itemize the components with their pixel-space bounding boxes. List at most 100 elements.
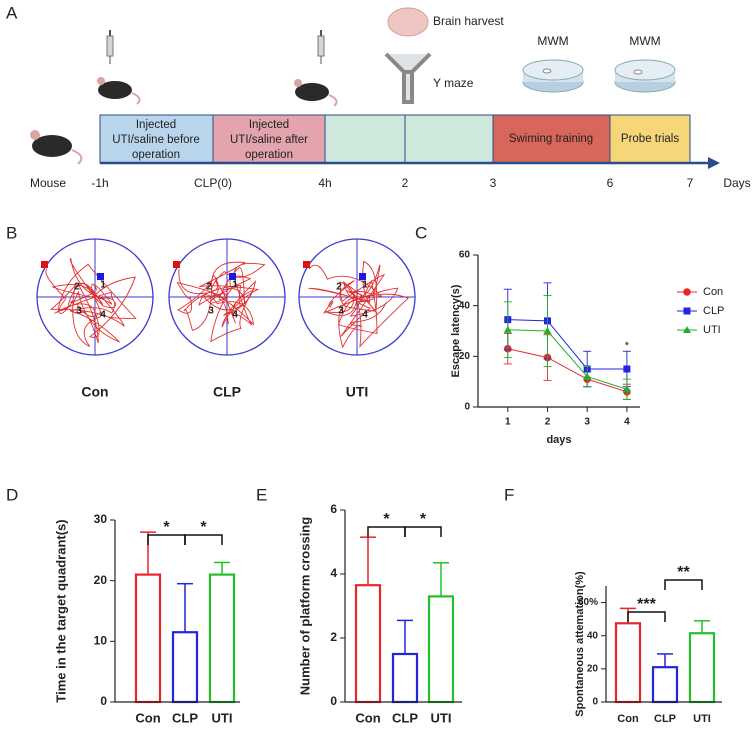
significance-bracket <box>147 534 186 545</box>
box-label: Swiming training <box>509 133 593 145</box>
x-tick-label: Con <box>617 713 639 725</box>
ymaze-icon <box>384 52 432 104</box>
y-axis-label: Number of platform crossing <box>297 517 312 695</box>
box-label: operation <box>245 149 293 161</box>
point <box>623 365 631 373</box>
series-line <box>507 319 627 370</box>
x-tick-label: CLP <box>654 713 676 725</box>
y-tick-label: 20 <box>459 351 471 362</box>
quadrant-label: 1 <box>100 280 106 291</box>
significance-bracket <box>627 611 666 622</box>
swim-trace <box>308 260 409 349</box>
timeline-box <box>324 114 406 164</box>
quadrant-label: 4 <box>100 310 106 321</box>
bar <box>208 573 236 704</box>
significance-bracket <box>664 579 703 590</box>
y-tick-label: 4 <box>330 566 337 580</box>
timeline-box <box>99 114 214 164</box>
y-axis-label: Time in the target quadrant(s) <box>53 519 68 702</box>
y-tick-label: 0 <box>464 402 470 413</box>
group-label: UTI <box>346 384 369 400</box>
quadrant-label: 2 <box>206 282 212 293</box>
y-tick-label: 20 <box>587 663 599 674</box>
significance-bracket <box>404 526 442 537</box>
y-tick-label: 60 <box>459 250 471 261</box>
subject-label: Mouse <box>30 176 66 190</box>
group-label: Con <box>81 384 108 400</box>
timeline-arrow <box>708 157 720 169</box>
y-tick-label: 60% <box>578 597 598 608</box>
significance: * <box>383 511 390 528</box>
box-label: operation <box>132 149 180 161</box>
significance: * <box>200 519 207 536</box>
y-tick-label: 40 <box>587 630 599 641</box>
series-line <box>507 329 628 390</box>
quadrant-label: 4 <box>232 310 238 321</box>
significance-bracket <box>367 526 406 537</box>
test-label: MWM <box>537 34 568 48</box>
panel-label: D <box>6 485 18 504</box>
point <box>503 325 512 333</box>
box-label: UTI/saline before <box>112 134 200 146</box>
y-tick-label: 0 <box>592 697 598 708</box>
x-tick-label: CLP <box>392 710 418 725</box>
bar <box>171 631 199 704</box>
platform-marker <box>359 273 366 280</box>
start-marker <box>303 261 310 268</box>
mouse-icon <box>294 79 338 107</box>
significance: ** <box>677 564 690 581</box>
maze-panel: 1 2 3 4 Con 1 2 3 4 CLP 1 2 3 4 UTI <box>36 238 416 400</box>
y-tick-label: 0 <box>100 694 107 708</box>
bar <box>354 584 382 704</box>
legend-marker <box>683 307 691 315</box>
quadrant-label: 2 <box>336 282 342 293</box>
quadrant-label: 3 <box>208 306 214 317</box>
box-label: UTI/saline after <box>230 134 308 146</box>
significance: * <box>625 340 630 352</box>
legend-marker <box>683 288 691 296</box>
significance: * <box>420 511 427 528</box>
pool-icon <box>614 59 676 93</box>
start-marker <box>41 261 48 268</box>
syringe-icon <box>317 30 325 64</box>
timeline-box <box>404 114 494 164</box>
bar <box>391 652 419 704</box>
test-label: Brain harvest <box>433 14 504 28</box>
platform-marker <box>97 273 104 280</box>
bar <box>614 622 642 704</box>
mouse-icon <box>30 130 83 165</box>
bar <box>427 595 455 704</box>
y-tick-label: 40 <box>459 300 471 311</box>
panel-label: E <box>256 485 267 504</box>
time-point: -1h <box>91 176 108 190</box>
timeline: Injected UTI/saline before operation Inj… <box>30 7 751 190</box>
quadrant-label: 2 <box>74 282 80 293</box>
box-label: Injected <box>249 119 289 131</box>
time-point: 4h <box>318 176 331 190</box>
y-tick-label: 6 <box>330 502 337 516</box>
quadrant-label: 1 <box>362 280 368 291</box>
test-label: Y maze <box>433 76 474 90</box>
timeline-box <box>492 114 611 164</box>
time-point: 7 <box>687 176 694 190</box>
quadrant-label: 3 <box>338 306 344 317</box>
bar <box>688 632 716 704</box>
quadrant-label: 4 <box>362 310 368 321</box>
point <box>543 327 552 334</box>
quadrant-label: 3 <box>76 306 82 317</box>
quadrant-label: 1 <box>232 280 238 291</box>
y-tick-label: 0 <box>330 694 337 708</box>
group-label: CLP <box>213 384 241 400</box>
legend-marker <box>683 326 691 333</box>
significance-bracket <box>184 534 223 545</box>
swim-trace <box>45 258 137 348</box>
syringe-icon <box>106 30 114 64</box>
box-label: Probe trials <box>621 133 679 145</box>
x-tick-label: 3 <box>584 417 590 428</box>
y-tick-label: 2 <box>330 630 337 644</box>
x-axis-label: days <box>546 434 571 446</box>
legend-label: UTI <box>703 324 721 336</box>
significance: *** <box>637 596 656 613</box>
x-tick-label: Con <box>355 710 380 725</box>
